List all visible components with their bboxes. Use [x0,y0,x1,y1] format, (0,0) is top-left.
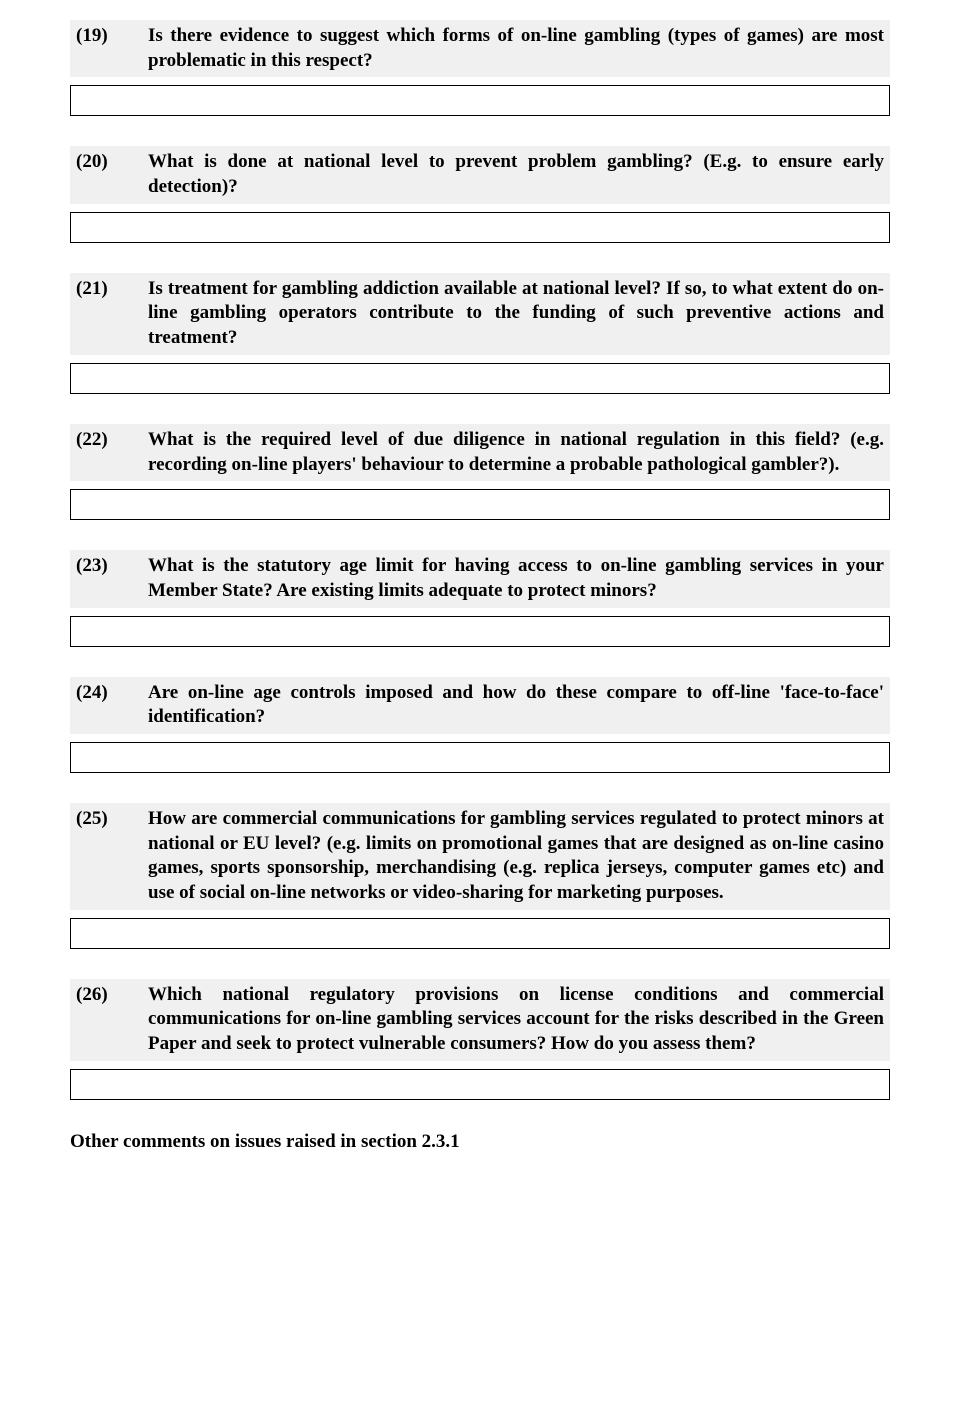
question-23: (23) What is the statutory age limit for… [70,550,890,607]
answer-box-22[interactable] [70,489,890,520]
answer-box-20[interactable] [70,212,890,243]
question-number: (26) [76,983,148,1057]
question-text: What is the statutory age limit for havi… [148,554,884,603]
answer-box-19[interactable] [70,85,890,116]
answer-box-21[interactable] [70,363,890,394]
question-26: (26) Which national regulatory provision… [70,979,890,1061]
question-24: (24) Are on-line age controls imposed an… [70,677,890,734]
answer-box-25[interactable] [70,918,890,949]
question-19: (19) Is there evidence to suggest which … [70,20,890,77]
question-number: (19) [76,24,148,73]
question-text: Are on-line age controls imposed and how… [148,681,884,730]
question-22: (22) What is the required level of due d… [70,424,890,481]
question-number: (24) [76,681,148,730]
question-text: Is there evidence to suggest which forms… [148,24,884,73]
question-text: What is the required level of due dilige… [148,428,884,477]
question-number: (23) [76,554,148,603]
answer-box-26[interactable] [70,1069,890,1100]
answer-box-23[interactable] [70,616,890,647]
question-21: (21) Is treatment for gambling addiction… [70,273,890,355]
question-number: (21) [76,277,148,351]
question-number: (20) [76,150,148,199]
question-25: (25) How are commercial communications f… [70,803,890,910]
question-20: (20) What is done at national level to p… [70,146,890,203]
other-comments-heading: Other comments on issues raised in secti… [70,1130,890,1155]
question-text: Which national regulatory provisions on … [148,983,884,1057]
question-text: Is treatment for gambling addiction avai… [148,277,884,351]
question-number: (22) [76,428,148,477]
question-text: What is done at national level to preven… [148,150,884,199]
answer-box-24[interactable] [70,742,890,773]
question-text: How are commercial communications for ga… [148,807,884,906]
question-number: (25) [76,807,148,906]
